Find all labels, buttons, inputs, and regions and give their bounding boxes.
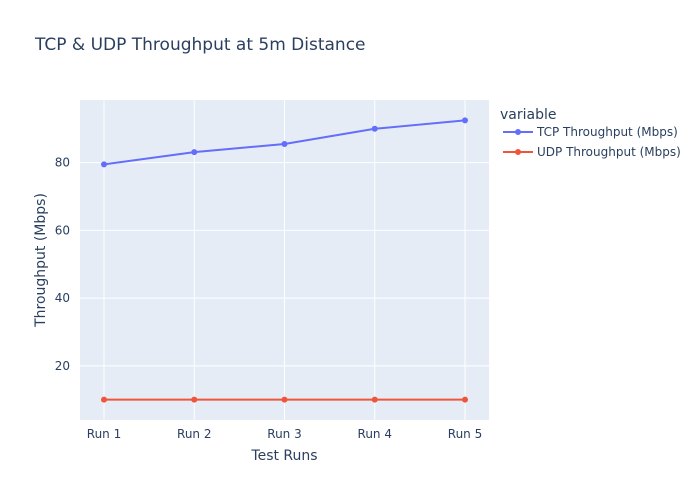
series-group [101,117,468,403]
axis-labels: Run 1 Run 2 Run 3 Run 4 Run 5 20 40 60 80 [55,156,483,441]
y-tick-label: 40 [55,291,70,305]
data-point [371,396,378,403]
legend-label: UDP Throughput (Mbps) [537,145,681,159]
legend-marker [515,129,521,135]
data-point [281,141,288,148]
x-tick-label: Run 2 [177,427,211,441]
data-point [371,125,378,132]
data-point [462,396,468,403]
y-tick-label: 80 [55,156,70,170]
data-point [462,117,468,124]
legend-title: variable [500,107,556,123]
legend: variable TCP Throughput (Mbps) UDP Throug… [500,107,681,159]
x-tick-label: Run 4 [358,427,392,441]
data-point [101,396,107,403]
x-tick-label: Run 5 [448,427,482,441]
legend-label: TCP Throughput (Mbps) [536,125,678,139]
data-point [191,396,198,403]
data-point [191,149,198,156]
data-point [281,396,288,403]
y-axis-title: Throughput (Mbps) [33,193,49,328]
y-tick-label: 20 [55,359,70,373]
chart-title: TCP & UDP Throughput at 5m Distance [34,35,366,55]
data-point [101,161,107,168]
x-tick-label: Run 3 [267,427,301,441]
x-axis-title: Test Runs [250,448,317,464]
grid-lines [80,100,489,420]
legend-marker [515,149,521,155]
y-tick-label: 60 [55,223,70,237]
x-tick-label: Run 1 [87,427,121,441]
